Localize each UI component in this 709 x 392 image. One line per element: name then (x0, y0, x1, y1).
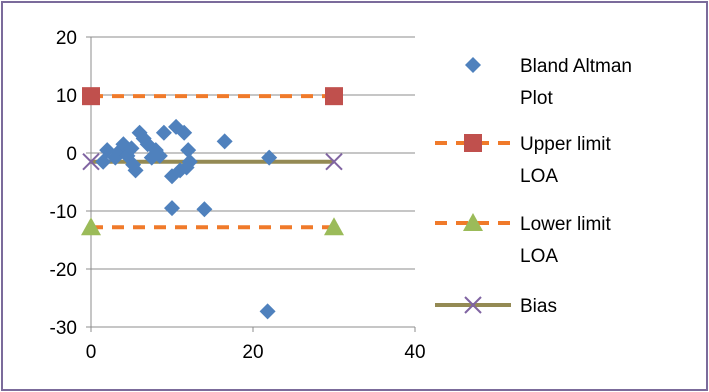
legend-entry: Lower limit LOA (435, 213, 612, 267)
x-tick-label: 20 (242, 342, 263, 363)
gridlines (91, 36, 415, 328)
data-point (180, 142, 197, 159)
legend-label: LOA (520, 166, 558, 187)
data-point (325, 152, 343, 171)
data-point (176, 124, 193, 141)
x-tick-label: 40 (404, 342, 425, 363)
y-tick-label: -30 (50, 318, 77, 339)
data-point (216, 133, 233, 150)
legend-label: Upper limit (520, 134, 612, 155)
x-tick-label: 0 (86, 342, 97, 363)
legend-entry: Bias (435, 296, 557, 317)
legend-marker (465, 57, 481, 73)
y-tick-label: 10 (56, 86, 77, 107)
legend-entry: Upper limit LOA (435, 134, 612, 187)
legend-label: Lower limit (520, 214, 612, 235)
data-point (82, 152, 100, 171)
data-point (164, 200, 180, 217)
y-axis-tick-labels: 20 10 0 -10 -20 -30 (50, 28, 77, 339)
data-point (155, 124, 172, 141)
y-tick-label: -10 (50, 202, 77, 223)
y-tick-label: -20 (50, 260, 77, 281)
data-point (151, 147, 168, 164)
data-point (181, 153, 198, 170)
plot-series (81, 87, 344, 320)
data-point (196, 201, 213, 218)
data-point (325, 87, 343, 106)
legend-entry: Bland Altman Plot (465, 56, 632, 109)
chart-svg: 20 10 0 -10 -20 -30 0 20 40 Bland Altman Plot Upp… (50, 28, 632, 363)
axes (86, 36, 416, 332)
data-point (123, 140, 140, 157)
legend-label: Bland Altman (520, 56, 632, 77)
legend-label: Bias (520, 296, 557, 317)
legend-label: Plot (520, 88, 553, 109)
data-point (324, 217, 344, 236)
legend-marker (463, 213, 483, 231)
legend-marker (464, 134, 482, 152)
legend-marker (464, 296, 482, 314)
data-point (127, 162, 144, 179)
legend-label: LOA (520, 246, 558, 267)
y-tick-label: 0 (66, 144, 77, 165)
data-point (82, 87, 100, 106)
data-point (261, 149, 278, 166)
x-axis-tick-labels: 0 20 40 (86, 342, 426, 363)
y-tick-label: 20 (56, 28, 77, 49)
data-point (259, 303, 276, 320)
data-point (81, 217, 101, 236)
